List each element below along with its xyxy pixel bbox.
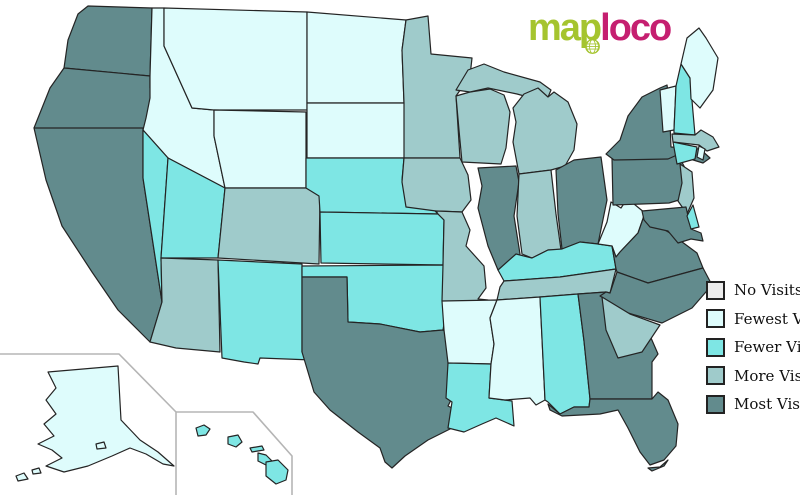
globe-icon (584, 21, 601, 54)
state-ak-island (95, 441, 107, 450)
state-hi-kauai (195, 424, 211, 437)
legend-swatch-fewest-visits (706, 309, 725, 328)
legend-row-fewer-visits: Fewer Visits (706, 337, 800, 357)
state-ak (37, 365, 175, 473)
state-nd (306, 11, 407, 104)
state-ny (605, 84, 711, 164)
legend-row-more-visits: More Visits (706, 366, 800, 385)
state-nc (599, 267, 713, 324)
state-in (516, 169, 562, 259)
state-hi-bigisland (265, 459, 289, 485)
maploco-logo[interactable]: maploco (528, 6, 698, 54)
logo-loco-text: loco (600, 7, 672, 49)
state-hi-oahu (227, 434, 243, 448)
legend-row-fewest-visits: Fewest Visits (706, 309, 800, 328)
state-il (477, 165, 521, 271)
state-sd (306, 102, 408, 159)
state-ak-island (31, 467, 42, 475)
state-wa (63, 5, 153, 77)
legend-label: More Visits (734, 366, 800, 385)
state-ma (671, 129, 720, 152)
state-fl-keys (647, 459, 669, 472)
state-mt (163, 7, 308, 111)
legend-swatch-most-visits (706, 394, 725, 414)
state-hi-molokai (249, 445, 265, 453)
alaska-inset-frame (0, 353, 177, 495)
state-fl (547, 391, 679, 466)
legend-label: Fewer Visits (734, 338, 800, 356)
state-sc (601, 296, 661, 359)
state-vt (659, 85, 677, 133)
state-ks (319, 211, 445, 266)
legend-label: Most Visits (734, 395, 800, 413)
state-ak-island (15, 472, 29, 482)
state-ia (401, 157, 472, 213)
state-ar (441, 299, 498, 365)
state-ri (696, 145, 706, 161)
state-nm (217, 259, 313, 365)
state-ct (672, 141, 698, 165)
legend-label: No Visits (734, 281, 800, 299)
legend-label: Fewest Visits (734, 309, 800, 328)
state-ms (488, 296, 546, 406)
legend-swatch-more-visits (706, 366, 725, 385)
map-legend: No Visits Fewest Visits Fewer Visits Mor… (706, 280, 800, 425)
state-wi (455, 88, 511, 165)
state-oh (555, 156, 608, 250)
legend-swatch-fewer-visits (706, 337, 725, 357)
state-mo (435, 210, 489, 309)
hawaii-inset-frame (176, 411, 293, 495)
legend-row-most-visits: Most Visits (706, 394, 800, 414)
state-de (686, 204, 700, 230)
state-or (33, 67, 159, 131)
state-me (680, 27, 719, 109)
state-mi-lower (512, 87, 578, 175)
legend-row-no-visits: No Visits (706, 280, 800, 300)
state-wy (213, 109, 307, 189)
state-co (217, 187, 321, 265)
legend-swatch-no-visits (706, 280, 725, 300)
